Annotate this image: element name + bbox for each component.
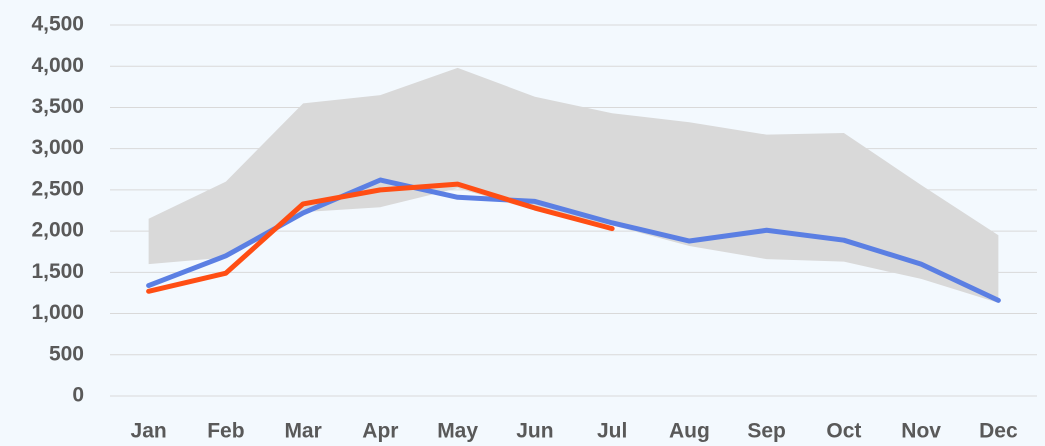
x-tick-label: Dec	[979, 420, 1018, 443]
x-tick-label: Aug	[669, 420, 710, 443]
y-tick-label: 1,500	[31, 260, 84, 283]
x-tick-label: Mar	[284, 420, 321, 443]
y-tick-label: 0	[72, 384, 84, 407]
x-tick-label: Nov	[901, 420, 941, 443]
y-tick-label: 4,000	[31, 54, 84, 77]
x-tick-label: Jan	[131, 420, 167, 443]
x-tick-label: Oct	[826, 420, 861, 443]
series-line	[146, 181, 615, 294]
x-tick-label: Jun	[516, 420, 553, 443]
y-tick-label: 500	[49, 342, 84, 365]
series-line	[146, 177, 1001, 303]
range-band	[148, 67, 999, 303]
x-tick-label: Feb	[207, 420, 244, 443]
y-tick-label: 3,500	[31, 95, 84, 118]
y-tick-label: 3,000	[31, 136, 84, 159]
y-tick-label: 1,000	[31, 301, 84, 324]
y-tick-label: 2,500	[31, 177, 84, 200]
x-tick-label: May	[437, 420, 478, 443]
x-tick-label: Jul	[597, 420, 627, 443]
x-tick-label: Sep	[747, 420, 786, 443]
x-tick-label: Apr	[362, 420, 398, 443]
y-tick-label: 4,500	[31, 13, 84, 36]
y-tick-label: 2,000	[31, 219, 84, 242]
